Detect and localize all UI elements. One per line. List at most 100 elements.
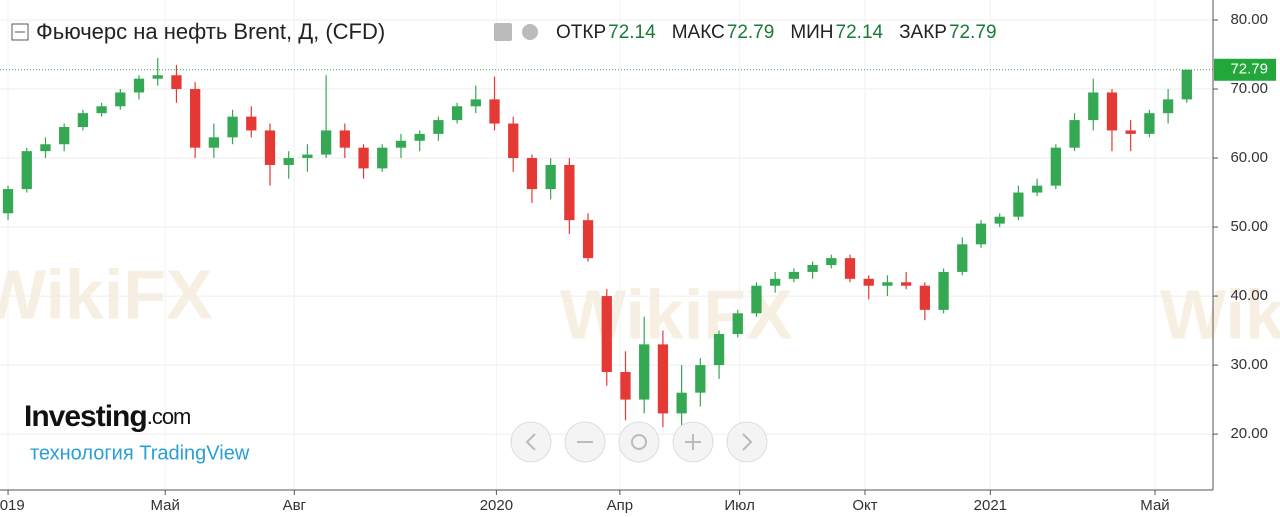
candle-body xyxy=(1050,147,1061,186)
last-price-label: 72.79 xyxy=(1230,61,1268,78)
candle-body xyxy=(1088,92,1099,121)
candle-body xyxy=(975,223,987,245)
y-tick-label: 80.00 xyxy=(1230,11,1268,28)
icon xyxy=(742,433,753,451)
zoom-controls xyxy=(510,421,768,463)
candle-body xyxy=(96,106,107,114)
candle-body xyxy=(451,106,463,121)
icon xyxy=(525,433,536,451)
candle-body xyxy=(283,158,294,165)
candle-body xyxy=(807,265,818,272)
y-tick-label: 70.00 xyxy=(1230,80,1268,97)
candle-body xyxy=(620,371,631,400)
logo-text: Investing.com xyxy=(24,400,190,433)
scroll-left-button[interactable] xyxy=(510,421,552,463)
candle-body xyxy=(751,285,762,314)
candle-body xyxy=(59,126,70,145)
candle-body xyxy=(508,123,519,159)
stat-label: ОТКР xyxy=(556,22,606,43)
candle-body xyxy=(1144,113,1155,134)
candle-body xyxy=(302,154,313,159)
candle-body xyxy=(115,92,126,107)
candle-body xyxy=(994,216,1005,224)
candle-body xyxy=(1106,92,1118,131)
candle-body xyxy=(1031,185,1043,193)
candle-body xyxy=(938,271,949,310)
eye-icon[interactable] xyxy=(494,23,512,41)
y-tick-label: 50.00 xyxy=(1230,218,1268,235)
y-tick-label: 20.00 xyxy=(1230,425,1268,442)
candle-body xyxy=(40,144,51,152)
candle-body xyxy=(414,133,425,141)
stat-label: МАКС xyxy=(672,22,725,43)
x-tick-label: Апр xyxy=(607,497,633,514)
candle-body xyxy=(1181,69,1192,100)
candle-body xyxy=(657,344,669,414)
watermark: WikiFX xyxy=(0,255,213,333)
candle-body xyxy=(844,258,856,279)
stat-value: 72.14 xyxy=(608,22,656,43)
stat-value: 72.79 xyxy=(727,22,775,43)
candle-body xyxy=(713,334,725,366)
candle-body xyxy=(1013,192,1024,217)
candle-body xyxy=(1125,130,1136,134)
stat-label: ЗАКР xyxy=(899,22,947,43)
stat-value: 72.79 xyxy=(949,22,997,43)
candle-body xyxy=(676,392,687,414)
watermark: WikiFX xyxy=(1160,275,1280,353)
stat-label: МИН xyxy=(790,22,833,43)
logo: Investing.com технология TradingView xyxy=(24,400,250,464)
settings-icon[interactable] xyxy=(522,24,538,40)
candle-body xyxy=(639,344,650,400)
candle-body xyxy=(246,116,257,131)
candle-body xyxy=(882,282,893,286)
candle-body xyxy=(489,99,500,124)
candle-body xyxy=(470,99,481,107)
candle-body xyxy=(901,282,912,286)
y-tick-label: 30.00 xyxy=(1230,356,1268,373)
candle-body xyxy=(320,130,332,155)
chart-title: Фьючерс на нефть Brent, Д, (CFD) xyxy=(36,19,385,44)
candle-body xyxy=(582,220,594,259)
icon xyxy=(631,434,647,450)
x-tick-label: Май xyxy=(151,497,180,514)
candle-body xyxy=(133,78,145,93)
last-price-box xyxy=(1214,58,1276,81)
logo-name: Investing xyxy=(24,400,147,433)
y-tick-label: 60.00 xyxy=(1230,149,1268,166)
candle-body xyxy=(190,89,201,148)
y-tick-label: 40.00 xyxy=(1230,287,1268,304)
x-tick-label: 2019 xyxy=(0,497,25,514)
x-tick-label: 2020 xyxy=(480,497,513,514)
candle-body xyxy=(863,278,874,286)
candle-body xyxy=(227,116,238,138)
scroll-right-button[interactable] xyxy=(726,421,768,463)
candle-body xyxy=(358,147,369,169)
candle-body xyxy=(788,271,800,279)
x-tick-label: Июл xyxy=(724,497,754,514)
candle-body xyxy=(545,164,556,190)
icon xyxy=(685,434,701,450)
candle-body xyxy=(601,296,612,372)
header: Фьючерс на нефть Brent, Д, (CFD) ОТКР 72.… xyxy=(11,19,997,44)
candle-body xyxy=(1069,120,1080,148)
candle-body xyxy=(171,75,182,90)
candle-body xyxy=(264,130,276,165)
candle-body xyxy=(770,278,781,286)
candle-body xyxy=(919,285,931,310)
x-tick-label: Май xyxy=(1140,497,1169,514)
reset-button[interactable] xyxy=(618,421,660,463)
candle-body xyxy=(377,147,388,169)
candle-body xyxy=(826,258,837,266)
candle-body xyxy=(21,151,32,190)
x-tick-label: Окт xyxy=(852,497,877,514)
candle-body xyxy=(2,189,14,214)
candle-body xyxy=(433,120,444,134)
powered-by: технология TradingView xyxy=(30,442,250,464)
candle-body xyxy=(77,113,89,127)
candle-body xyxy=(208,137,220,148)
candle-body xyxy=(564,164,575,221)
watermarks: WikiFX WikiFX WikiFX xyxy=(0,255,1280,353)
logo-suffix: .com xyxy=(147,404,191,429)
